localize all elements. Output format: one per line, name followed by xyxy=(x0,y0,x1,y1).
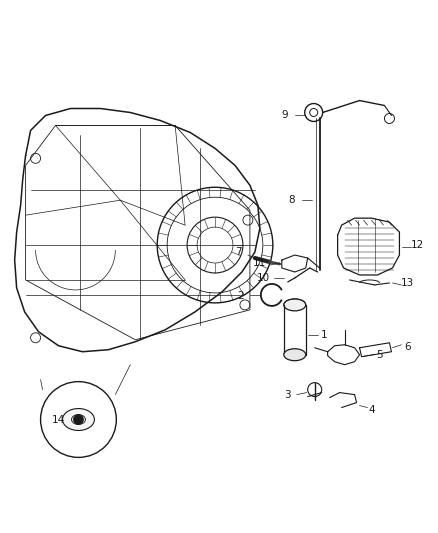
Text: 5: 5 xyxy=(376,350,383,360)
Text: 6: 6 xyxy=(404,342,411,352)
Text: 10: 10 xyxy=(257,273,270,283)
Text: 3: 3 xyxy=(284,390,291,400)
Ellipse shape xyxy=(284,299,306,311)
Text: 9: 9 xyxy=(282,110,288,120)
Text: 2: 2 xyxy=(238,291,244,301)
Ellipse shape xyxy=(284,349,306,361)
Text: 11: 11 xyxy=(253,258,266,268)
Text: 7: 7 xyxy=(235,247,241,257)
Text: 4: 4 xyxy=(368,405,375,415)
Text: 12: 12 xyxy=(411,240,424,250)
Ellipse shape xyxy=(63,409,95,431)
Text: 8: 8 xyxy=(289,195,295,205)
Text: 13: 13 xyxy=(401,278,414,288)
Text: 14: 14 xyxy=(52,415,65,424)
Circle shape xyxy=(74,415,83,424)
Ellipse shape xyxy=(71,415,85,424)
Text: 1: 1 xyxy=(320,330,327,340)
